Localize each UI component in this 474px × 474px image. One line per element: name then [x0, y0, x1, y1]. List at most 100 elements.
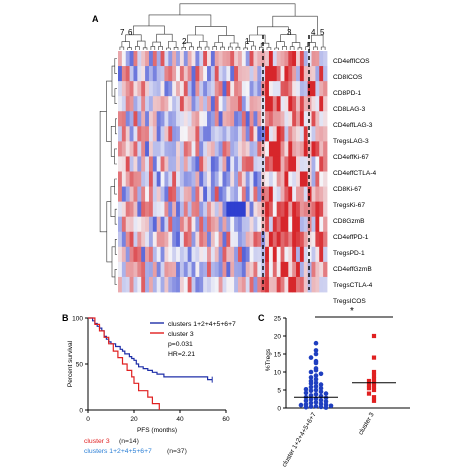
- heatmap-cell: [168, 261, 173, 278]
- heatmap-cell: [168, 126, 173, 142]
- heatmap-cell: [125, 216, 131, 233]
- row-label: CD8LAG-3: [333, 106, 366, 113]
- heatmap-cell: [125, 96, 131, 112]
- heatmap-cell: [284, 126, 289, 142]
- category-label: cluster 1+2+4+5+6+7: [281, 411, 318, 468]
- heatmap-cell: [203, 81, 208, 97]
- heatmap-cell: [299, 126, 305, 142]
- heatmap-cell: [160, 201, 165, 218]
- heatmap-cell: [141, 66, 146, 82]
- heatmap-cell: [141, 186, 146, 203]
- dendrogram-branch: [282, 46, 287, 50]
- heatmap-cell: [214, 66, 220, 82]
- dendrogram-branch: [257, 26, 289, 35]
- heatmap-cell: [207, 126, 212, 142]
- heatmap-cell: [288, 126, 293, 142]
- heatmap-cell: [160, 231, 165, 248]
- heatmap-cell: [214, 96, 220, 112]
- heatmap-cell: [179, 126, 185, 142]
- dendrogram-branch: [166, 47, 171, 50]
- heatmap-cell: [253, 156, 258, 172]
- heatmap-cell: [203, 231, 208, 248]
- heatmap-cell: [226, 156, 231, 172]
- heatmap-cell: [183, 66, 189, 82]
- heatmap-cell: [292, 66, 297, 82]
- heatmap-cell: [237, 126, 243, 142]
- heatmap-cell: [148, 66, 154, 82]
- heatmap-cell: [164, 96, 169, 112]
- tregs-panel: C %Tregs 0 5 10 15 20 25 * cluster 1+2+4+5+6+…: [258, 306, 410, 468]
- heatmap-cell: [296, 171, 301, 187]
- heatmap-cell: [172, 186, 177, 203]
- heatmap-cell: [145, 276, 150, 293]
- heatmap-cell: [296, 231, 301, 248]
- heatmap-cell: [137, 81, 142, 97]
- heatmap-cell: [145, 216, 150, 233]
- heatmap-cell: [261, 81, 266, 97]
- heatmap-cell: [307, 81, 312, 97]
- heatmap-cell: [160, 171, 165, 187]
- heatmap-cell: [137, 261, 142, 278]
- heatmap-cell: [272, 186, 278, 203]
- heatmap-cell: [133, 216, 138, 233]
- data-point: [303, 387, 309, 392]
- heatmap-cell: [125, 231, 131, 248]
- heatmap-cell: [241, 231, 247, 248]
- heatmap-cell: [121, 186, 127, 203]
- heatmap-cell: [203, 171, 208, 187]
- heatmap-cell: [129, 276, 134, 293]
- heatmap-cell: [207, 276, 212, 293]
- heatmap-cell: [307, 111, 312, 127]
- heatmap-cell: [125, 276, 131, 293]
- heatmap-cell: [145, 126, 150, 142]
- heatmap-cell: [311, 141, 316, 157]
- heatmap-panel: A 7 6 2 1 3 4 5 CD4effICOS CD8ICOS CD8PD…: [92, 3, 376, 305]
- heatmap-cell: [226, 51, 231, 67]
- data-point: [318, 371, 324, 377]
- heatmap-cell: [125, 156, 131, 172]
- heatmap-cell: [187, 246, 192, 263]
- heatmap-cell: [118, 51, 123, 67]
- dendrogram-branch: [114, 148, 117, 165]
- heatmap-cell: [214, 126, 220, 142]
- heatmap-cell: [187, 171, 192, 187]
- heatmap-cell: [226, 261, 231, 278]
- heatmap-cell: [268, 246, 274, 263]
- heatmap-cell: [176, 186, 181, 203]
- heatmap-cell: [199, 126, 204, 142]
- heatmap-cell: [241, 96, 247, 112]
- heatmap-cell: [311, 261, 316, 278]
- heatmap-cell: [272, 96, 278, 112]
- heatmap-cell: [210, 111, 216, 127]
- heatmap-cell: [315, 231, 320, 248]
- heatmap-cell: [311, 51, 316, 67]
- heatmap-cell: [319, 216, 324, 233]
- heatmap-cell: [148, 111, 154, 127]
- heatmap-cell: [307, 126, 312, 142]
- heatmap-cell: [141, 126, 146, 142]
- heatmap-cell: [230, 126, 235, 142]
- heatmap-cell: [237, 246, 243, 263]
- heatmap-cell: [137, 171, 142, 187]
- heatmap-cell: [234, 171, 239, 187]
- heatmap-cell: [148, 201, 154, 218]
- heatmap-cell: [288, 66, 293, 82]
- heatmap-cell: [315, 96, 320, 112]
- heatmap-cell: [299, 216, 305, 233]
- heatmap-cell: [214, 216, 220, 233]
- heatmap-cell: [253, 141, 258, 157]
- heatmap-cell: [303, 96, 309, 112]
- heatmap-cell: [199, 96, 204, 112]
- heatmap-cell: [145, 246, 150, 263]
- legend-label-cluster3: cluster 3: [168, 331, 194, 338]
- heatmap-cell: [207, 186, 212, 203]
- heatmap-cell: [257, 111, 262, 127]
- heatmap-cell: [268, 201, 274, 218]
- heatmap-cell: [253, 216, 258, 233]
- heatmap-cell: [234, 246, 239, 263]
- heatmap-cell: [245, 96, 250, 112]
- heatmap-cell: [234, 51, 239, 67]
- data-point: [313, 380, 319, 386]
- heatmap-cell: [280, 276, 285, 293]
- heatmap-cell: [156, 96, 161, 112]
